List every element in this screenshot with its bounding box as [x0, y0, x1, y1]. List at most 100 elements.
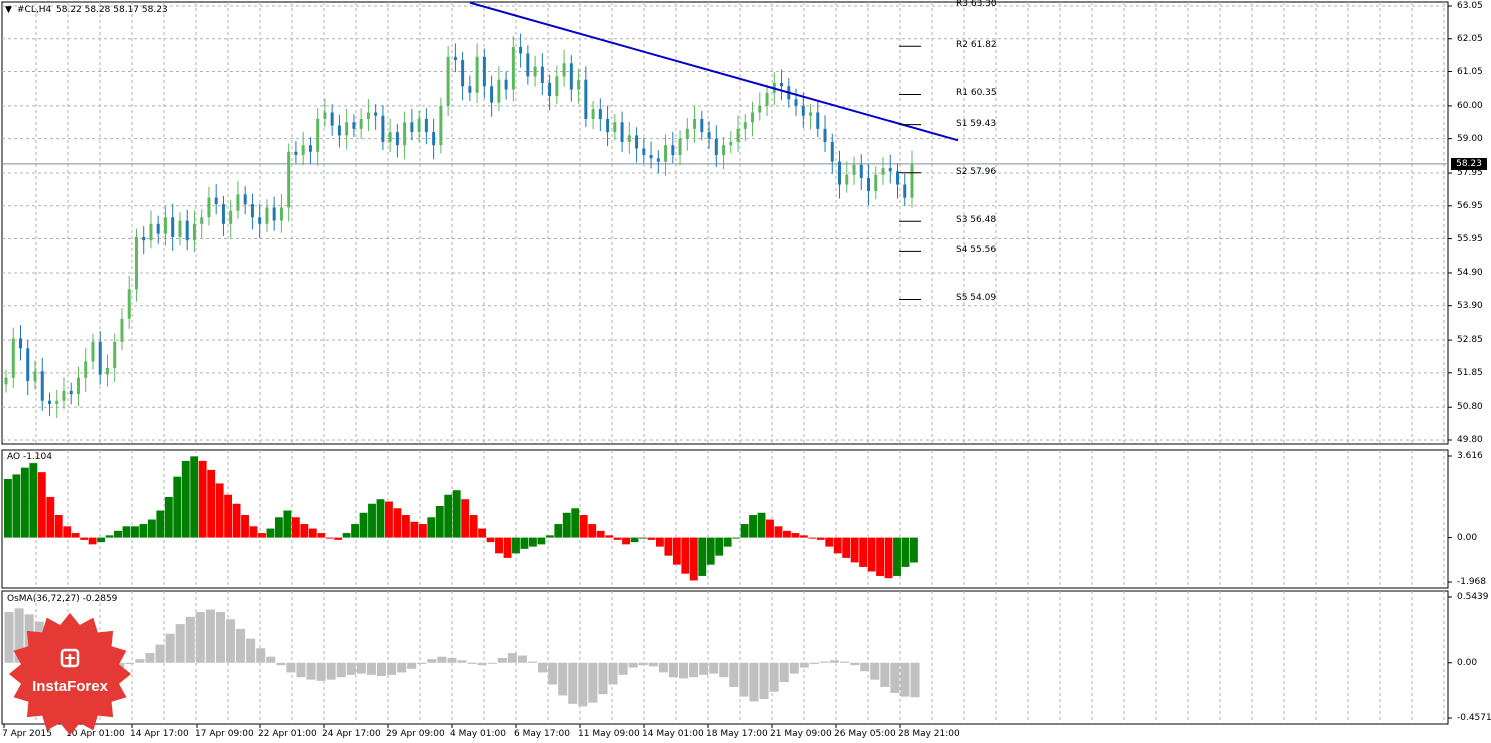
ao-bar	[512, 537, 520, 554]
candle-body	[149, 223, 153, 241]
ao-tick-label: 3.616	[1457, 451, 1483, 461]
candle-body	[693, 119, 697, 129]
osma-bar	[397, 662, 407, 673]
ao-bar	[596, 530, 605, 538]
ao-bar	[4, 478, 12, 538]
candle-body	[606, 119, 610, 133]
candle-body	[482, 56, 486, 87]
osma-bar	[699, 662, 709, 675]
candle-body	[127, 289, 131, 319]
candle-body	[461, 60, 465, 87]
pivot-label: S4 55.56	[956, 245, 997, 256]
osma-bar	[678, 662, 689, 679]
ao-bar	[478, 528, 487, 538]
price-tick-label: 61.05	[1457, 66, 1483, 77]
ao-bar	[114, 530, 122, 538]
candle-body	[649, 155, 653, 159]
candle-body	[69, 390, 73, 395]
candle-body	[424, 119, 428, 133]
ao-bar	[224, 494, 233, 538]
ao-bar	[469, 515, 478, 538]
candle-body	[830, 141, 834, 162]
osma-bar	[246, 638, 256, 663]
candle-body	[374, 112, 378, 116]
osma-bar	[427, 659, 437, 663]
ao-bar	[689, 537, 698, 581]
ao-bar	[774, 526, 783, 538]
ao-bar	[825, 537, 834, 547]
ao-bar	[97, 537, 106, 543]
osma-bar	[759, 662, 769, 700]
ao-bar	[418, 524, 427, 538]
candle-body	[729, 141, 733, 146]
candle-body	[562, 63, 566, 77]
price-tick-label: 53.90	[1457, 300, 1483, 311]
price-tick-label: 60.00	[1457, 100, 1483, 111]
osma-bar	[618, 662, 628, 675]
osma-bar	[739, 662, 749, 697]
price-tick-label: 63.05	[1457, 1, 1483, 11]
ao-bar	[461, 499, 470, 538]
candle-body	[294, 151, 298, 156]
osma-bar	[346, 662, 356, 675]
ao-panel-frame	[1, 449, 1449, 589]
candle-body	[178, 220, 182, 237]
ao-bar	[579, 515, 588, 538]
ohlc-readout: 58.22 58.28 58.17 58.23	[56, 5, 168, 15]
osma-bar	[316, 662, 326, 681]
osma-bar	[326, 662, 336, 680]
ao-bar	[122, 526, 131, 538]
symbol-dropdown-icon[interactable]: ▼	[5, 5, 12, 15]
osma-bar	[356, 662, 366, 674]
osma-bar	[568, 662, 578, 704]
candle-body	[526, 53, 530, 77]
time-tick-label: 7 Apr 2015	[2, 729, 52, 739]
ao-bar	[207, 469, 216, 538]
ao-bar	[706, 537, 715, 565]
osma-bar	[457, 660, 467, 663]
time-tick-label: 24 Apr 17:00	[322, 729, 381, 739]
ao-bar	[537, 537, 546, 545]
ao-bar	[12, 474, 21, 538]
ao-bar	[605, 535, 614, 538]
osma-bar	[538, 662, 548, 673]
candle-body	[874, 174, 878, 192]
pivot-label: R1 60.35	[956, 88, 997, 99]
ao-bar	[520, 537, 529, 549]
price-tick-label: 54.90	[1457, 267, 1483, 278]
time-tick-label: 14 Apr 17:00	[130, 729, 189, 739]
ao-bar	[300, 524, 309, 538]
ao-bar	[444, 494, 453, 538]
osma-bar	[598, 662, 608, 695]
ao-tick-label: -1.968	[1457, 577, 1487, 587]
ao-bar	[131, 526, 139, 538]
candle-body	[475, 56, 479, 93]
time-tick-label: 4 May 01:00	[450, 729, 506, 739]
candle-body	[163, 217, 167, 234]
ao-bar	[850, 537, 859, 563]
candle-body	[801, 105, 805, 116]
ao-bar	[80, 537, 89, 540]
price-tick-label: 52.85	[1457, 335, 1483, 346]
ao-bar	[884, 537, 893, 579]
ao-bar	[681, 537, 690, 574]
candle-body	[722, 145, 726, 156]
ao-bar	[732, 537, 741, 539]
candle-body	[33, 371, 37, 382]
ao-bar	[545, 535, 554, 538]
osma-bar	[779, 662, 789, 683]
ao-bar	[274, 517, 283, 538]
ao-bar	[342, 533, 351, 538]
candle-body	[366, 112, 370, 120]
osma-bar	[648, 662, 658, 667]
candle-body	[823, 128, 827, 142]
ao-bar	[715, 537, 724, 556]
ao-bar	[842, 537, 851, 558]
candle-body	[265, 207, 269, 224]
time-tick-label: 11 May 09:00	[578, 729, 640, 739]
osma-bar	[497, 657, 507, 663]
price-tick-label: 55.95	[1457, 233, 1483, 244]
osma-panel-frame	[1, 590, 1449, 725]
osma-bar	[558, 662, 568, 696]
candle-body	[794, 99, 798, 106]
